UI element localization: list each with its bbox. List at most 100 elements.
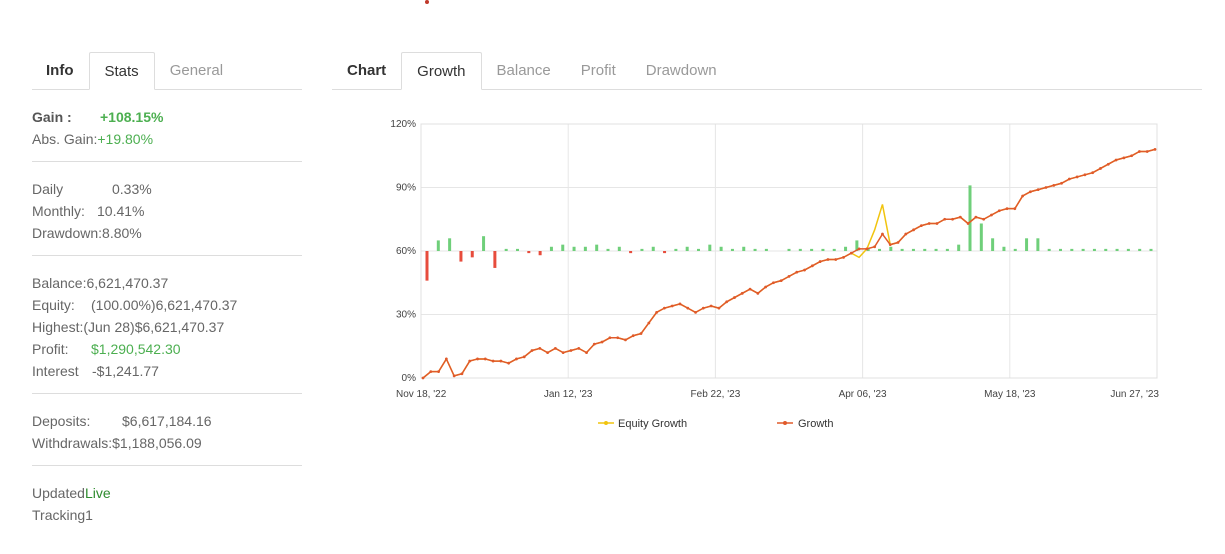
bar	[448, 238, 452, 251]
growth-line-point	[888, 243, 892, 247]
tab-growth[interactable]: Growth	[401, 52, 482, 90]
growth-line-point	[522, 355, 526, 359]
bar	[821, 248, 825, 251]
growth-line-point	[530, 349, 534, 352]
bar	[651, 246, 655, 251]
bar	[1047, 248, 1051, 251]
x-tick-label: Jun 27, '23	[1110, 389, 1159, 400]
gain-row: Gain : +108.15%	[32, 106, 302, 128]
growth-line-point	[1153, 148, 1157, 151]
tab-chart[interactable]: Chart	[347, 62, 387, 79]
y-tick-label: 0%	[402, 373, 417, 384]
growth-line-point	[842, 255, 845, 259]
bar	[945, 248, 949, 251]
growth-line-point	[452, 374, 456, 378]
growth-line-point	[990, 213, 993, 217]
growth-line-point	[1005, 207, 1009, 211]
bar	[991, 238, 995, 251]
daily-label: Daily	[32, 181, 64, 197]
chart-bars	[425, 185, 1153, 281]
bar	[674, 248, 678, 251]
growth-line-point	[507, 361, 511, 365]
drawdown-label: Drawdown:	[32, 225, 103, 241]
growth-line-point	[873, 245, 877, 249]
bar	[606, 248, 610, 251]
growth-line-point	[624, 338, 627, 342]
tracking-value: 1	[85, 507, 93, 523]
legend-equity-dot	[604, 421, 608, 425]
growth-line-point	[678, 302, 682, 306]
bar	[504, 248, 508, 251]
interest-label: Interest	[32, 363, 79, 379]
tab-drawdown[interactable]: Drawdown	[645, 62, 717, 79]
bar	[1138, 248, 1142, 251]
growth-line-point	[803, 268, 806, 272]
growth-line-point	[577, 346, 581, 350]
daily-row: Daily 0.33%	[32, 178, 302, 200]
updated-row: UpdatedLive	[32, 482, 302, 504]
deposits-section: Deposits: $6,617,184.16 Withdrawals:$1,18…	[32, 394, 302, 466]
growth-line-point	[647, 321, 651, 325]
tab-general[interactable]: General	[169, 62, 224, 79]
growth-line-point	[881, 232, 884, 236]
growth-line-point	[818, 260, 822, 263]
growth-line	[422, 148, 1156, 379]
profit-label: Profit:	[32, 341, 69, 357]
monthly-value: 10.41%	[97, 203, 145, 219]
growth-line-point	[958, 215, 962, 219]
growth-line-point	[896, 241, 900, 244]
bar	[516, 248, 519, 251]
abs-gain-label: Abs. Gain:	[32, 131, 98, 147]
bar	[866, 248, 870, 251]
growth-line-point	[974, 215, 978, 219]
growth-line-point	[756, 291, 760, 295]
highest-row: Highest:(Jun 28)$6,621,470.37	[32, 316, 302, 338]
withdrawals-label: Withdrawals:	[32, 435, 113, 451]
bar	[685, 246, 689, 251]
growth-line-point	[608, 336, 612, 340]
bar	[561, 244, 565, 251]
growth-line-point	[1091, 171, 1095, 175]
growth-line-point	[546, 351, 549, 354]
bar	[934, 248, 938, 251]
growth-line-point	[553, 346, 557, 350]
chart-lines	[421, 148, 1157, 380]
monthly-label: Monthly:	[32, 203, 85, 219]
gain-section: Gain : +108.15% Abs. Gain:+19.80%	[32, 90, 302, 162]
bar	[425, 251, 429, 281]
growth-line-point	[538, 346, 542, 350]
growth-line-point	[483, 357, 487, 361]
growth-chart: 0% 30% 60% 90% 120% Nov 18, '22 Jan 12, '23 Feb…	[390, 119, 1159, 430]
balance-label: Balance:	[32, 275, 87, 291]
profit-value: $1,290,542.30	[91, 341, 181, 357]
bar	[1059, 248, 1062, 251]
highest-value: (Jun 28)$6,621,470.37	[83, 319, 225, 335]
tab-info[interactable]: Info	[46, 62, 74, 79]
tab-profit[interactable]: Profit	[580, 62, 616, 79]
growth-line-point	[810, 264, 814, 268]
x-tick-label: May 18, '23	[984, 389, 1036, 400]
growth-line-point	[740, 291, 744, 295]
growth-line-point	[919, 224, 923, 227]
growth-line-point	[499, 359, 503, 363]
tab-balance[interactable]: Balance	[496, 62, 551, 79]
growth-line-point	[717, 306, 721, 310]
bar	[742, 246, 746, 251]
bar	[538, 251, 542, 256]
growth-line-point	[1145, 150, 1149, 153]
bar	[663, 251, 667, 254]
stats-panel: Info Stats General Gain : +108.15% Abs. G…	[32, 52, 302, 537]
chart-grid	[420, 123, 1158, 379]
growth-line-point	[826, 258, 830, 261]
tab-stats[interactable]: Stats	[88, 52, 155, 90]
bar	[719, 246, 723, 251]
bar	[1036, 238, 1040, 251]
growth-line-point	[600, 340, 604, 344]
growth-line-point	[997, 209, 1001, 213]
legend-growth-label: Growth	[798, 418, 833, 430]
growth-line-point	[701, 306, 705, 310]
deposits-value: $6,617,184.16	[122, 413, 212, 429]
growth-line-point	[631, 334, 635, 338]
growth-line-point	[1114, 158, 1118, 162]
abs-gain-value: +19.80%	[97, 131, 154, 147]
